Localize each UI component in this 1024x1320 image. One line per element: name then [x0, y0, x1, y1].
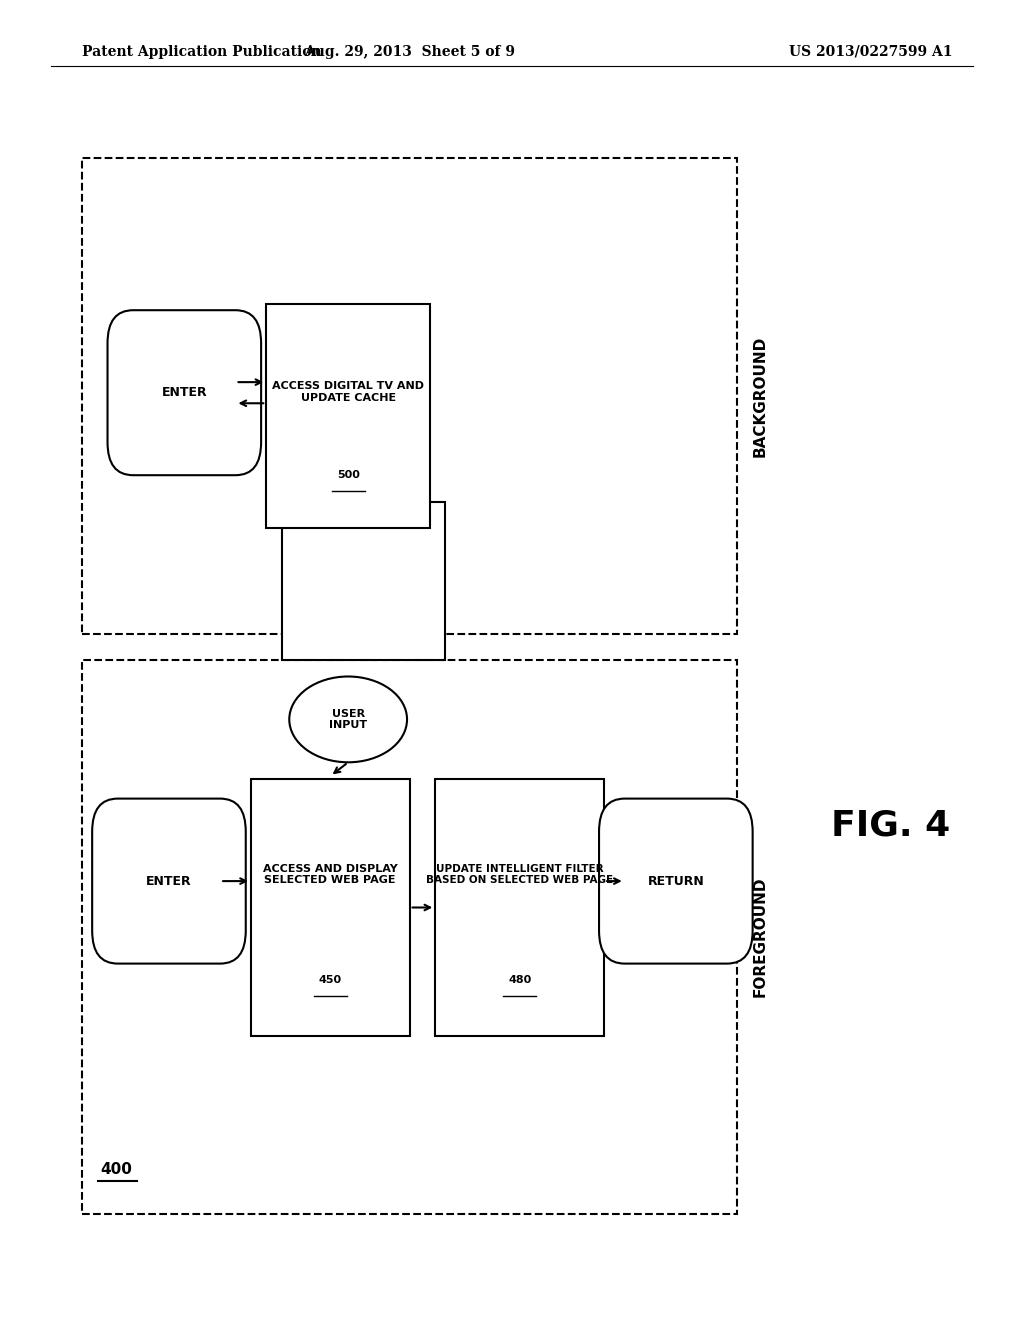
Bar [82, 660, 737, 1214]
Bar [251, 779, 410, 1036]
Bar [435, 779, 604, 1036]
Bar [266, 304, 430, 528]
Text: Aug. 29, 2013  Sheet 5 of 9: Aug. 29, 2013 Sheet 5 of 9 [304, 45, 515, 59]
Ellipse shape [289, 676, 408, 762]
Text: UPDATE INTELLIGENT FILTER
BASED ON SELECTED WEB PAGE: UPDATE INTELLIGENT FILTER BASED ON SELEC… [426, 863, 613, 886]
Text: Patent Application Publication: Patent Application Publication [82, 45, 322, 59]
Text: BACKGROUND: BACKGROUND [753, 335, 768, 457]
Text: FOREGROUND: FOREGROUND [753, 876, 768, 998]
Text: 400: 400 [100, 1163, 132, 1177]
FancyBboxPatch shape [92, 799, 246, 964]
Bar [282, 502, 445, 660]
Text: ENTER: ENTER [162, 387, 207, 399]
Text: 450: 450 [318, 975, 342, 985]
FancyBboxPatch shape [599, 799, 753, 964]
FancyBboxPatch shape [108, 310, 261, 475]
Text: 480: 480 [508, 975, 531, 985]
Text: USER
INPUT: USER INPUT [329, 709, 368, 730]
Text: 500: 500 [337, 470, 359, 480]
Text: US 2013/0227599 A1: US 2013/0227599 A1 [788, 45, 952, 59]
Text: ACCESS DIGITAL TV AND
UPDATE CACHE: ACCESS DIGITAL TV AND UPDATE CACHE [272, 381, 424, 403]
Text: FIG. 4: FIG. 4 [831, 808, 950, 842]
Bar [82, 158, 737, 634]
Text: ENTER: ENTER [146, 875, 191, 887]
Text: ACCESS AND DISPLAY
SELECTED WEB PAGE: ACCESS AND DISPLAY SELECTED WEB PAGE [263, 863, 397, 886]
Text: RETURN: RETURN [647, 875, 705, 887]
